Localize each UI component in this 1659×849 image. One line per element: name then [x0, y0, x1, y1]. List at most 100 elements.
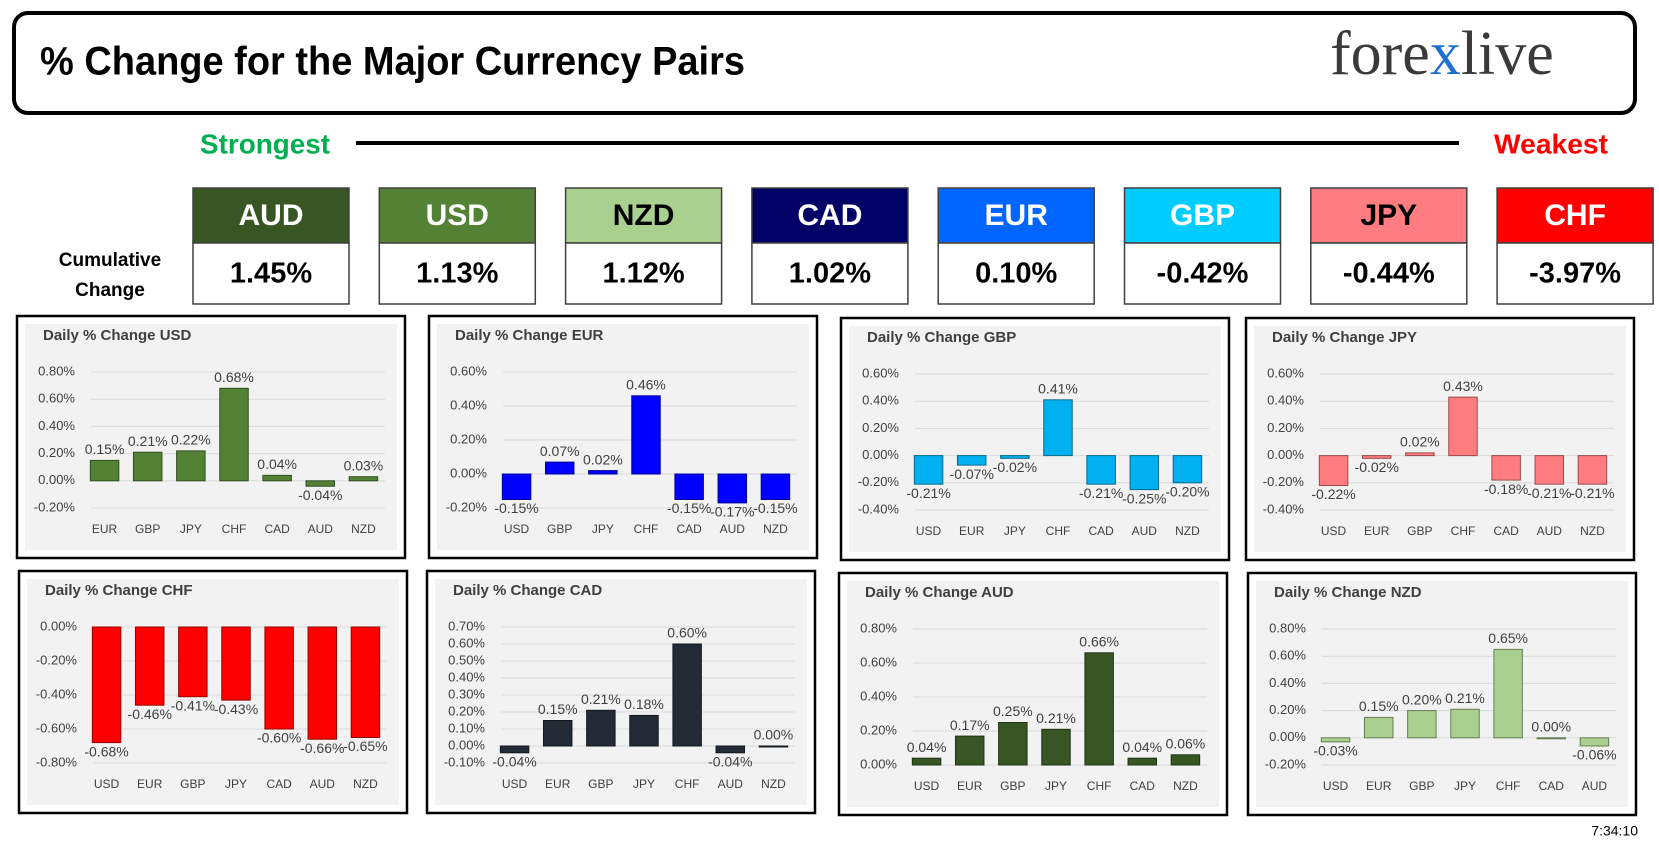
x-tick-label: USD — [504, 522, 530, 536]
value-label: -0.06% — [1572, 747, 1616, 763]
logo-part: fore — [1330, 20, 1430, 88]
bar — [1450, 708, 1480, 739]
y-tick-label: 0.00% — [862, 447, 899, 462]
chart-panel: Daily % Change CAD -0.10% 0.00% 0.10% 0.20% 0… — [425, 569, 817, 815]
y-tick-label: 0.60% — [860, 654, 897, 669]
x-tick-label: JPY — [225, 777, 247, 791]
x-tick-label: NZD — [351, 522, 376, 536]
x-tick-label: JPY — [1004, 524, 1026, 538]
x-tick-label: JPY — [592, 522, 614, 536]
y-tick-label: 0.20% — [450, 431, 487, 446]
bar — [674, 473, 704, 500]
x-tick-label: GBP — [1407, 524, 1432, 538]
x-tick-label: JPY — [1454, 779, 1476, 793]
value-label: -0.07% — [950, 466, 994, 482]
value-label: 0.02% — [1400, 434, 1440, 450]
y-tick-label: 0.40% — [1269, 675, 1306, 690]
y-tick-label: 0.80% — [38, 363, 75, 378]
y-tick-label: 0.20% — [1267, 420, 1304, 435]
chart-background — [435, 579, 807, 805]
bar — [1491, 455, 1521, 481]
value-label: 0.04% — [1122, 739, 1162, 755]
value-label: 0.41% — [1038, 381, 1078, 397]
y-tick-label: -0.20% — [34, 499, 76, 514]
value-label: 0.21% — [581, 691, 621, 707]
value-label: -0.68% — [84, 743, 128, 759]
chart-title: Daily % Change CAD — [453, 582, 602, 599]
x-tick-label: USD — [914, 779, 940, 793]
bar — [178, 626, 208, 698]
chart-title: Daily % Change NZD — [1274, 584, 1422, 601]
chart-title: Daily % Change USD — [43, 327, 192, 344]
y-tick-label: 0.00% — [1267, 447, 1304, 462]
bar — [542, 720, 573, 747]
value-label: 0.21% — [1445, 690, 1485, 706]
bar — [544, 461, 575, 475]
chart-title: Daily % Change CHF — [45, 582, 193, 599]
y-tick-label: 0.60% — [448, 635, 485, 650]
value-label: 0.18% — [624, 696, 664, 712]
x-tick-label: CHF — [1046, 524, 1071, 538]
value-label: -0.43% — [214, 701, 258, 717]
value-label: -0.02% — [993, 459, 1037, 475]
chart-panel: Daily % Change NZD -0.20% 0.00% 0.20% 0.40% 0… — [1246, 571, 1638, 817]
bar — [956, 455, 987, 466]
x-tick-label: EUR — [957, 779, 983, 793]
y-tick-label: 0.20% — [38, 445, 75, 460]
value-label: 0.66% — [1079, 634, 1119, 650]
bar — [1493, 648, 1523, 739]
bar — [1086, 455, 1116, 485]
chart-title: Daily % Change JPY — [1272, 329, 1417, 346]
x-tick-label: USD — [94, 777, 120, 791]
value-label: -0.22% — [1311, 486, 1355, 502]
chart-title: Daily % Change AUD — [865, 584, 1014, 601]
bar — [1043, 399, 1073, 457]
value-label: -0.17% — [710, 504, 754, 520]
tile-body — [192, 242, 350, 305]
y-tick-label: 0.60% — [38, 391, 75, 406]
bar — [1127, 757, 1158, 766]
x-tick-label: NZD — [1173, 779, 1198, 793]
tile-header — [564, 187, 723, 244]
y-tick-label: -0.20% — [446, 499, 488, 514]
tile-body — [937, 242, 1095, 305]
x-tick-label: AUD — [1582, 779, 1608, 793]
value-label: -0.04% — [298, 487, 342, 503]
y-tick-label: 0.40% — [450, 397, 487, 412]
tile-currency: AUD — [239, 199, 304, 232]
chart-background — [25, 324, 397, 550]
bar — [1363, 716, 1394, 739]
tile-body — [751, 242, 909, 305]
value-label: 0.17% — [950, 717, 990, 733]
bar — [1172, 455, 1203, 484]
y-tick-label: 0.10% — [448, 720, 485, 735]
tile-change: -0.44% — [1343, 258, 1435, 290]
y-tick-label: 0.50% — [448, 652, 485, 667]
tile-change: 0.10% — [975, 258, 1057, 290]
bar — [1000, 455, 1030, 459]
tile-change: 1.13% — [416, 258, 498, 290]
bar — [1577, 455, 1608, 485]
value-label: -0.15% — [494, 500, 538, 516]
x-tick-label: CAD — [676, 522, 702, 536]
bar — [262, 474, 292, 482]
bar — [1361, 455, 1392, 459]
value-label: 0.15% — [1359, 698, 1399, 714]
value-label: 0.21% — [128, 433, 168, 449]
bar — [760, 473, 791, 500]
x-tick-label: EUR — [959, 524, 985, 538]
bar — [91, 626, 122, 744]
x-tick-label: EUR — [1366, 779, 1392, 793]
value-label: -0.65% — [343, 738, 387, 754]
value-label: -0.03% — [1313, 743, 1357, 759]
y-tick-label: 0.00% — [40, 618, 77, 633]
x-tick-label: CAD — [1539, 779, 1565, 793]
row-label: Cumulative — [59, 250, 161, 271]
value-label: -0.21% — [906, 485, 950, 501]
tile-currency: JPY — [1360, 199, 1417, 232]
y-tick-label: -0.40% — [36, 686, 78, 701]
y-tick-label: 0.00% — [38, 472, 75, 487]
x-tick-label: CHF — [1451, 524, 1476, 538]
y-tick-label: 0.60% — [862, 365, 899, 380]
tile-currency: EUR — [985, 199, 1049, 232]
